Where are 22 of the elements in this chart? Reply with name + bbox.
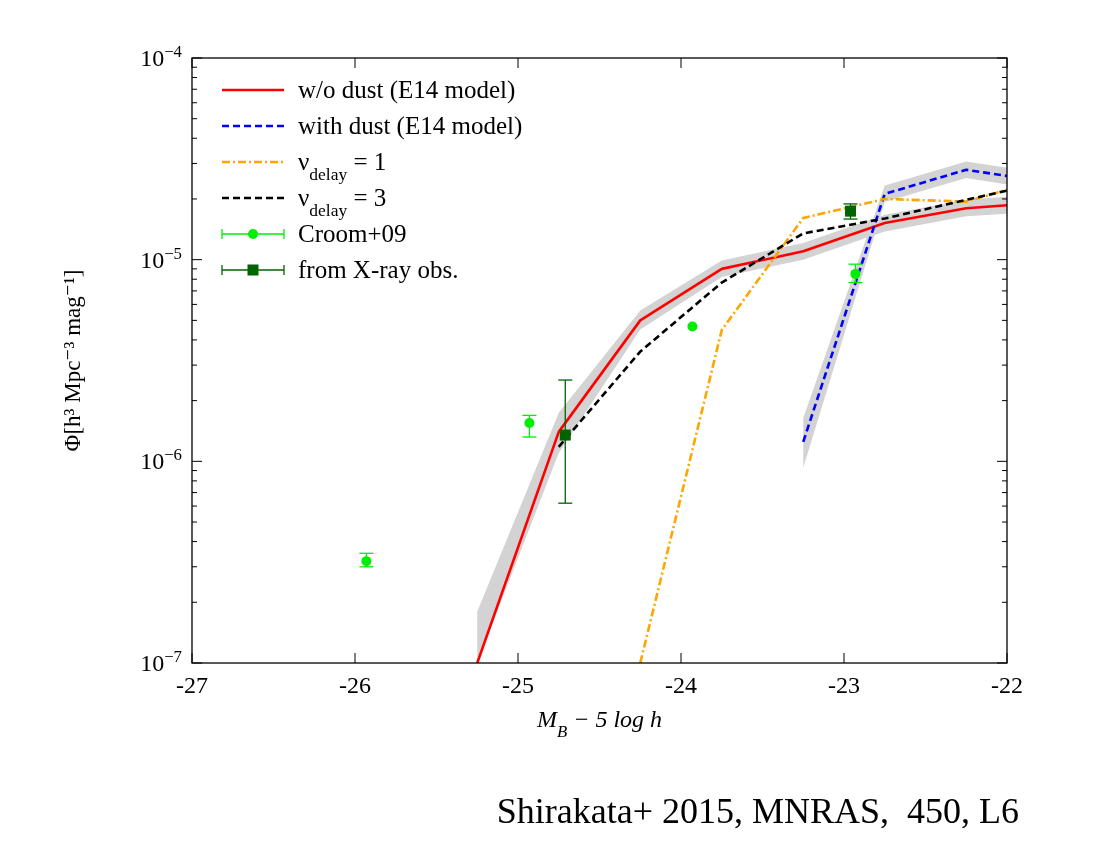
legend-label: with dust (E14 model)	[298, 112, 523, 140]
point	[524, 417, 535, 428]
legend-label: from X-ray obs.	[298, 256, 459, 283]
text: Shirakata+ 2015, MNRAS, 450, L6	[496, 791, 1019, 831]
x-tick-label: -25	[502, 672, 534, 698]
point	[850, 268, 861, 279]
x-axis-title: M$_{B}$ − 5 log h	[535, 706, 663, 741]
point	[559, 429, 571, 441]
point	[687, 321, 698, 332]
y-axis-title: Φ[h³ Mpc⁻³ mag⁻¹]	[60, 269, 85, 452]
legend-label: w/o dust (E14 model)	[298, 76, 516, 104]
y-tick-label: 10$^{−4}$	[140, 41, 183, 71]
legend-label: Croom+09	[298, 220, 407, 247]
legend-label: ν$_{delay}$ = 1	[298, 148, 387, 184]
legend-label: ν$_{delay}$ = 3	[298, 184, 387, 220]
y-tick-label: 10$^{−5}$	[140, 243, 182, 273]
y-tick-label: 10$^{−6}$	[140, 444, 182, 475]
point	[361, 556, 372, 567]
x-tick-label: -24	[665, 672, 697, 698]
x-tick-label: -22	[991, 672, 1023, 698]
x-tick-label: -26	[339, 672, 371, 698]
x-tick-label: -23	[828, 672, 860, 698]
